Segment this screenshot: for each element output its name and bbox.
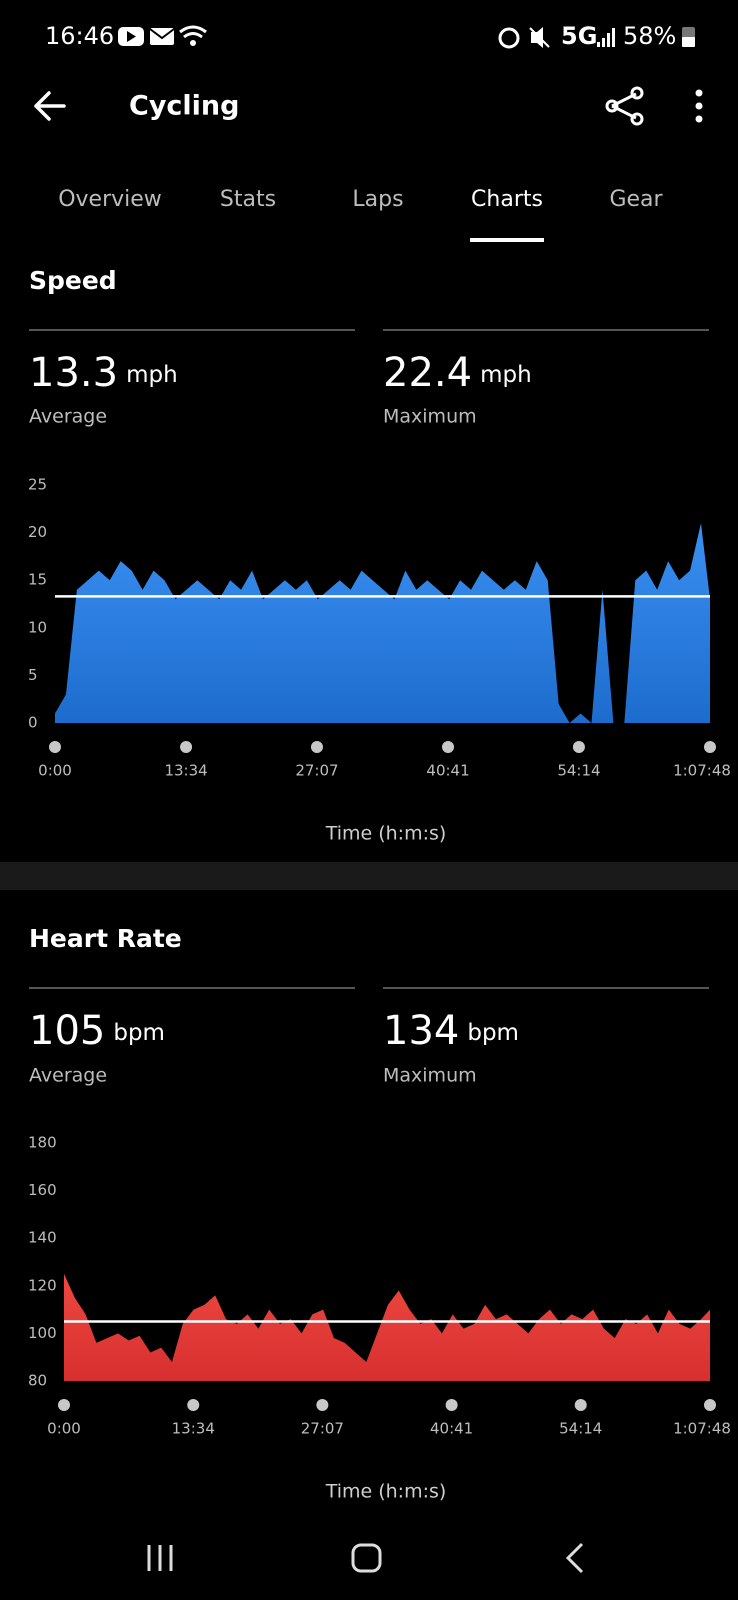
share-button[interactable] bbox=[605, 86, 644, 126]
home-button[interactable] bbox=[351, 1543, 382, 1573]
x-tick-label: 27:07 bbox=[295, 762, 338, 780]
x-tick-dot bbox=[187, 1399, 200, 1411]
x-tick-dot bbox=[49, 741, 61, 753]
x-tick-dot bbox=[180, 741, 193, 753]
stat-label: Maximum bbox=[383, 406, 477, 428]
y-tick-label: 20 bbox=[28, 523, 47, 541]
stat-unit: mph bbox=[480, 362, 532, 388]
x-tick-label: 40:41 bbox=[430, 1420, 473, 1438]
stat-unit: bpm bbox=[467, 1020, 519, 1046]
stat-value: 13.3 mph bbox=[29, 350, 178, 396]
stat-value: 105 bpm bbox=[29, 1008, 165, 1054]
status-network: 5G bbox=[561, 22, 597, 50]
stat-value: 134 bpm bbox=[383, 1008, 519, 1054]
stat-unit: bpm bbox=[113, 1020, 165, 1046]
status-time: 16:46 bbox=[45, 22, 114, 50]
tabs: Overview Stats Laps Charts Gear bbox=[58, 187, 664, 242]
stat-label: Average bbox=[29, 406, 107, 428]
x-tick-label: 27:07 bbox=[301, 1420, 344, 1438]
x-axis-label: Time (h:m:s) bbox=[325, 823, 447, 845]
y-tick-label: 120 bbox=[28, 1276, 57, 1294]
y-tick-label: 15 bbox=[28, 571, 47, 589]
x-tick-dot bbox=[58, 1399, 70, 1411]
y-tick-label: 5 bbox=[28, 666, 38, 684]
stat-unit: mph bbox=[126, 362, 178, 388]
chart: Heart Rate 105 bpm Average 134 bpm Maximum 80 10… bbox=[28, 924, 731, 1503]
x-tick-label: 13:34 bbox=[164, 762, 207, 780]
tab[interactable]: Gear bbox=[609, 187, 663, 212]
nav-bar bbox=[147, 1542, 584, 1574]
x-tick-dot bbox=[310, 741, 323, 753]
stat-number: 13.3 bbox=[29, 350, 118, 396]
stat-number: 105 bbox=[29, 1008, 105, 1054]
x-tick-label: 54:14 bbox=[559, 1420, 602, 1438]
y-tick-label: 100 bbox=[28, 1324, 57, 1342]
menu-button[interactable] bbox=[695, 89, 703, 123]
area bbox=[55, 523, 710, 723]
x-tick-label: 40:41 bbox=[426, 762, 469, 780]
section-title: Heart Rate bbox=[29, 924, 182, 953]
tab[interactable]: Stats bbox=[220, 187, 276, 212]
x-tick-dot bbox=[442, 741, 455, 753]
x-tick-dot bbox=[316, 1399, 329, 1411]
back-button[interactable] bbox=[34, 91, 66, 121]
y-tick-label: 10 bbox=[28, 618, 47, 636]
tab[interactable]: Laps bbox=[352, 187, 403, 212]
stat-value: 22.4 mph bbox=[383, 350, 532, 396]
x-tick-label: 0:00 bbox=[47, 1420, 81, 1438]
back-nav-button[interactable] bbox=[565, 1542, 584, 1574]
x-tick-label: 1:07:48 bbox=[673, 762, 731, 780]
y-tick-label: 180 bbox=[28, 1134, 57, 1152]
x-tick-dot bbox=[572, 741, 585, 753]
x-tick-label: 13:34 bbox=[172, 1420, 215, 1438]
section-title: Speed bbox=[29, 266, 117, 295]
y-tick-label: 160 bbox=[28, 1181, 57, 1199]
stat-number: 22.4 bbox=[383, 350, 472, 396]
tab[interactable]: Overview bbox=[58, 187, 162, 212]
status-icons bbox=[118, 25, 695, 49]
y-tick-label: 25 bbox=[28, 476, 47, 494]
x-tick-dot bbox=[704, 741, 716, 753]
x-tick-label: 54:14 bbox=[557, 762, 600, 780]
stat-label: Average bbox=[29, 1065, 107, 1087]
recents-button[interactable] bbox=[147, 1545, 173, 1571]
header-title: Cycling bbox=[129, 91, 239, 122]
status-battery: 58% bbox=[623, 22, 676, 50]
x-tick-label: 1:07:48 bbox=[673, 1420, 731, 1438]
x-tick-dot bbox=[704, 1399, 716, 1411]
x-tick-label: 0:00 bbox=[38, 762, 72, 780]
section-separator bbox=[0, 862, 738, 890]
tab[interactable]: Charts bbox=[471, 187, 543, 212]
stat-label: Maximum bbox=[383, 1065, 477, 1087]
x-axis-label: Time (h:m:s) bbox=[325, 1481, 447, 1503]
y-tick-label: 80 bbox=[28, 1372, 47, 1390]
tab-indicator bbox=[470, 238, 544, 242]
y-tick-label: 140 bbox=[28, 1229, 57, 1247]
x-tick-dot bbox=[574, 1399, 587, 1411]
y-tick-label: 0 bbox=[28, 714, 38, 732]
stat-number: 134 bbox=[383, 1008, 459, 1054]
x-tick-dot bbox=[445, 1399, 458, 1411]
area bbox=[64, 1273, 710, 1381]
